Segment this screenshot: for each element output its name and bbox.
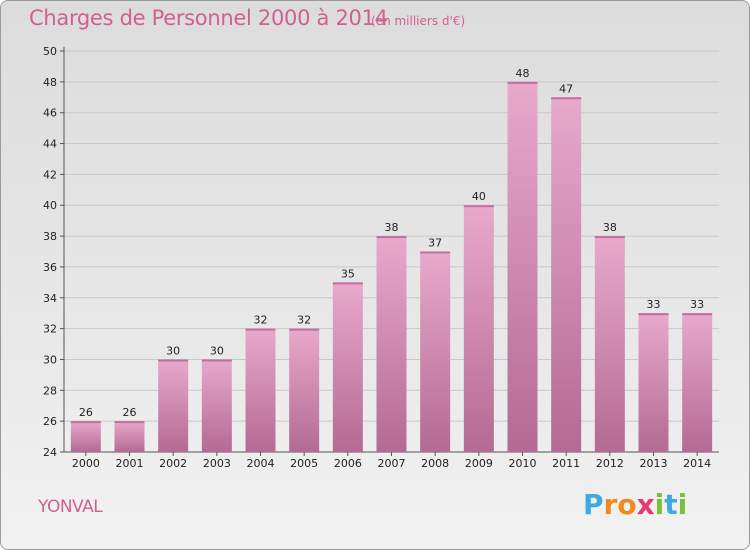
bar xyxy=(420,251,451,452)
y-tick-label: 32 xyxy=(43,323,57,336)
bar xyxy=(376,236,407,452)
bar xyxy=(70,421,101,452)
bar-top-edge xyxy=(420,251,451,254)
x-tick-label: 2014 xyxy=(683,457,711,470)
chart-title: Charges de Personnel 2000 à 2014 xyxy=(29,6,388,30)
bar xyxy=(682,313,713,452)
bar-top-edge xyxy=(638,313,669,316)
y-tick-label: 42 xyxy=(43,168,57,181)
bar-value-label: 33 xyxy=(647,298,661,311)
bar-value-label: 35 xyxy=(341,267,355,280)
x-tick-label: 2013 xyxy=(640,457,668,470)
bar-value-label: 26 xyxy=(79,406,93,419)
bar xyxy=(114,421,145,452)
bar xyxy=(201,359,232,452)
bar-value-label: 48 xyxy=(516,67,530,80)
y-tick-label: 36 xyxy=(43,261,57,274)
bar xyxy=(638,313,669,452)
logo-letter: i xyxy=(654,488,665,521)
bar-value-label: 32 xyxy=(254,314,268,327)
bar-top-edge xyxy=(594,236,625,239)
bar xyxy=(507,81,538,452)
bar-value-label: 47 xyxy=(559,82,573,95)
bar-value-label: 38 xyxy=(603,221,617,234)
bar xyxy=(551,97,582,453)
bar-top-edge xyxy=(332,282,363,285)
bar-top-edge xyxy=(551,97,582,100)
bar-top-edge xyxy=(245,328,276,331)
x-tick-label: 2008 xyxy=(421,457,449,470)
x-tick-label: 2001 xyxy=(116,457,144,470)
bar-value-label: 37 xyxy=(428,237,442,250)
y-tick-label: 34 xyxy=(43,292,57,305)
y-tick-label: 24 xyxy=(43,446,57,459)
bar-value-label: 30 xyxy=(210,344,224,357)
bar-top-edge xyxy=(70,421,101,424)
bar-value-label: 30 xyxy=(166,344,180,357)
bar xyxy=(463,205,494,452)
bar-top-edge xyxy=(682,313,713,316)
x-tick-label: 2005 xyxy=(290,457,318,470)
x-tick-label: 2006 xyxy=(334,457,362,470)
bar-top-edge xyxy=(158,359,189,362)
y-tick-label: 46 xyxy=(43,107,57,120)
bar-top-edge xyxy=(289,328,320,331)
x-tick-label: 2012 xyxy=(596,457,624,470)
bar xyxy=(289,328,320,452)
x-tick-label: 2007 xyxy=(378,457,406,470)
proxiti-logo[interactable]: Proxiti xyxy=(583,488,687,521)
x-tick-label: 2009 xyxy=(465,457,493,470)
bar xyxy=(158,359,189,452)
bar-value-label: 32 xyxy=(297,314,311,327)
logo-letter: o xyxy=(617,488,637,521)
bar-value-label: 26 xyxy=(123,406,137,419)
y-tick-label: 48 xyxy=(43,76,57,89)
x-tick-label: 2003 xyxy=(203,457,231,470)
x-tick-label: 2002 xyxy=(159,457,187,470)
logo-letter: i xyxy=(677,488,688,521)
y-tick-label: 30 xyxy=(43,353,57,366)
x-tick-label: 2010 xyxy=(509,457,537,470)
bars xyxy=(70,81,713,453)
bar-value-label: 38 xyxy=(385,221,399,234)
x-tick-label: 2004 xyxy=(247,457,275,470)
y-tick-label: 26 xyxy=(43,415,57,428)
logo-letter: r xyxy=(603,488,618,521)
y-tick-label: 38 xyxy=(43,230,57,243)
logo-letter: P xyxy=(583,488,604,521)
y-tick-label: 40 xyxy=(43,199,57,212)
bar-value-label: 33 xyxy=(690,298,704,311)
y-tick-label: 44 xyxy=(43,138,57,151)
y-tick-label: 28 xyxy=(43,384,57,397)
bar-value-label: 40 xyxy=(472,190,486,203)
y-tick-label: 50 xyxy=(43,45,57,58)
bar-top-edge xyxy=(376,236,407,239)
bar-top-edge xyxy=(463,205,494,208)
bar xyxy=(594,236,625,452)
x-tick-label: 2011 xyxy=(552,457,580,470)
logo-letter: t xyxy=(664,488,678,521)
bar-top-edge xyxy=(114,421,145,424)
bar xyxy=(332,282,363,452)
bar xyxy=(245,328,276,452)
x-tick-label: 2000 xyxy=(72,457,100,470)
bar-top-edge xyxy=(201,359,232,362)
place-name: YONVAL xyxy=(38,497,103,517)
labels: 24 26 28 30 32 34 36 38 40 42 44 46 48 50 26 2000 26 2001… xyxy=(43,45,711,470)
logo-letter: x xyxy=(636,488,655,521)
chart-subtitle: (en milliers d'€) xyxy=(371,14,466,28)
bar-top-edge xyxy=(507,81,538,84)
